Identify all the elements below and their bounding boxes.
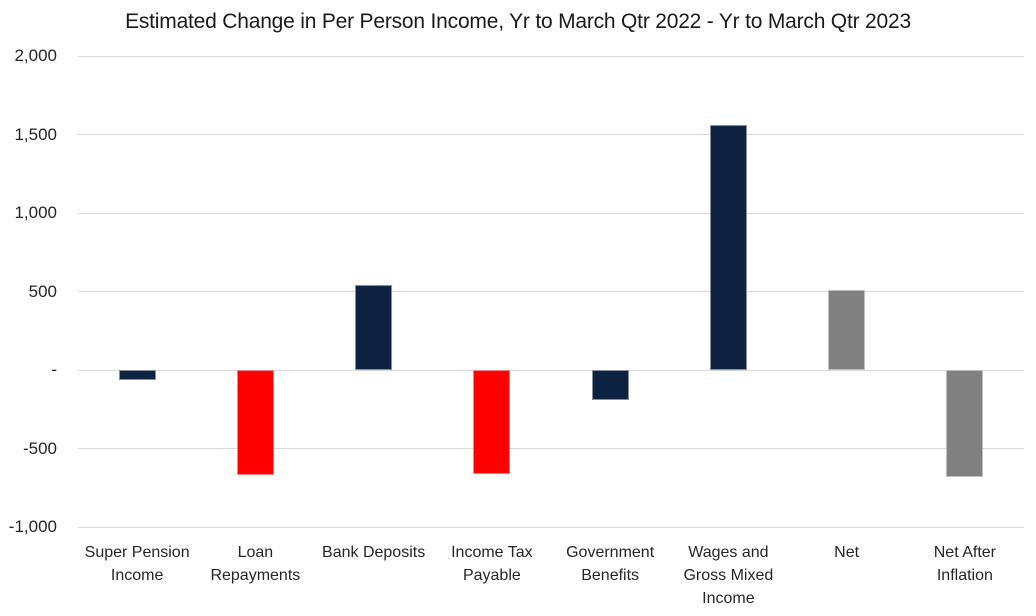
bar-income-tax-payable [473, 370, 511, 475]
y-tick-label-500: 500 [28, 281, 57, 301]
x-tick-label-net-after-inflation: Net After Inflation [933, 544, 996, 584]
bar-net [828, 289, 866, 370]
gridline-500 [78, 291, 1024, 292]
x-tick-label-net: Net [834, 544, 860, 561]
gridline-2-000 [78, 55, 1024, 57]
gridline-500 [78, 448, 1024, 449]
y-tick-label-2-000: 2,000 [14, 46, 57, 65]
gridline-1-000 [78, 526, 1024, 528]
x-tick-label-government-benefits: Government Benefits [566, 544, 655, 584]
y-tick-label-: - [51, 360, 57, 379]
y-tick-label-1-000: -1,000 [8, 517, 57, 536]
x-tick-label-bank-deposits: Bank Deposits [322, 544, 426, 561]
bar-bank-deposits [355, 285, 393, 370]
x-tick-label-income-tax-payable: Income Tax Payable [451, 544, 533, 584]
x-tick-label-wages-and-gross-mixed-income: Wages and Gross Mixed Income [683, 544, 774, 607]
bar-loan-repayments [236, 370, 274, 476]
gridline-1-500 [78, 134, 1024, 135]
bar-government-benefits [591, 370, 629, 400]
gridline-1-000 [78, 212, 1024, 214]
bar-wages-and-gross-mixed-income [709, 125, 747, 370]
y-tick-label-1-000: 1,000 [14, 203, 57, 222]
chart-title: Estimated Change in Per Person Income, Y… [125, 10, 911, 33]
bar-super-pension-income [118, 370, 156, 381]
gridline- [78, 369, 1024, 371]
x-tick-label-super-pension-income: Super Pension Income [84, 544, 190, 584]
x-tick-label-loan-repayments: Loan Repayments [210, 544, 301, 584]
y-tick-label-500: -500 [22, 438, 57, 458]
y-tick-label-1-500: 1,500 [14, 124, 57, 144]
bar-net-after-inflation [946, 370, 984, 477]
